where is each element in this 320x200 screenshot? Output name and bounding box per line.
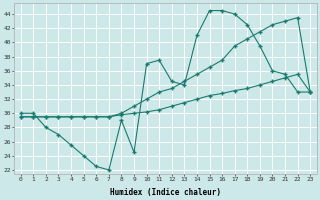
X-axis label: Humidex (Indice chaleur): Humidex (Indice chaleur) <box>110 188 221 197</box>
